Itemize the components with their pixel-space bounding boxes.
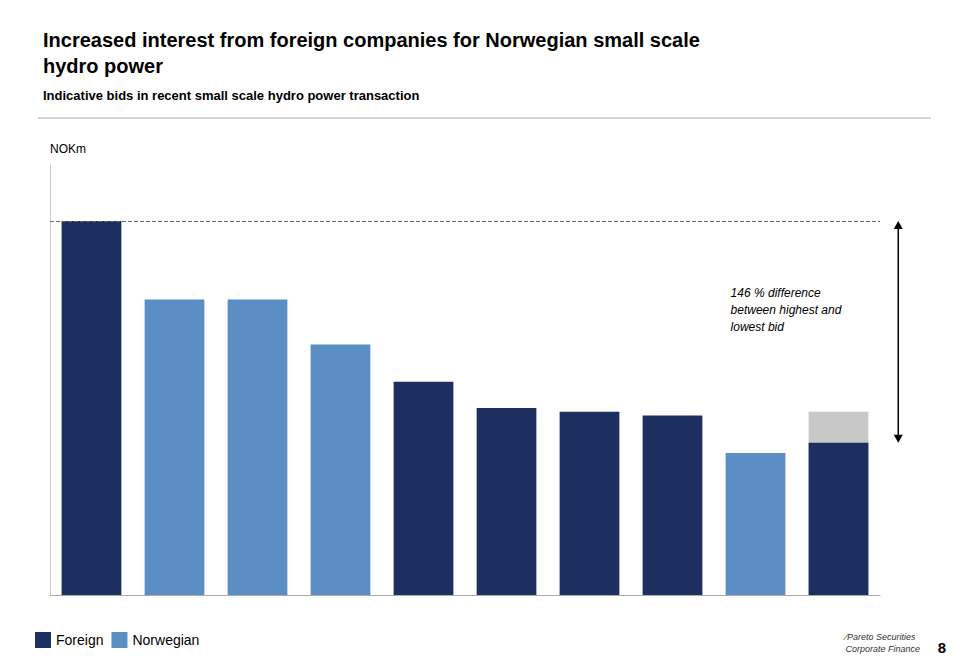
- svg-text:hydro power: hydro power: [43, 55, 163, 77]
- svg-text:8: 8: [938, 639, 946, 656]
- svg-text:∕Pareto Securities: ∕Pareto Securities: [842, 632, 916, 642]
- svg-text:Increased interest from foreig: Increased interest from foreign companie…: [43, 29, 700, 51]
- svg-text:between highest and: between highest and: [731, 303, 842, 317]
- svg-text:lowest bid: lowest bid: [731, 320, 785, 334]
- svg-text:Foreign: Foreign: [56, 632, 103, 648]
- svg-text:Corporate Finance: Corporate Finance: [845, 644, 920, 654]
- svg-text:Norwegian: Norwegian: [132, 632, 199, 648]
- svg-text:NOKm: NOKm: [50, 142, 86, 156]
- svg-text:146 % difference: 146 % difference: [731, 286, 821, 300]
- svg-text:Indicative bids in recent smal: Indicative bids in recent small scale hy…: [43, 88, 419, 103]
